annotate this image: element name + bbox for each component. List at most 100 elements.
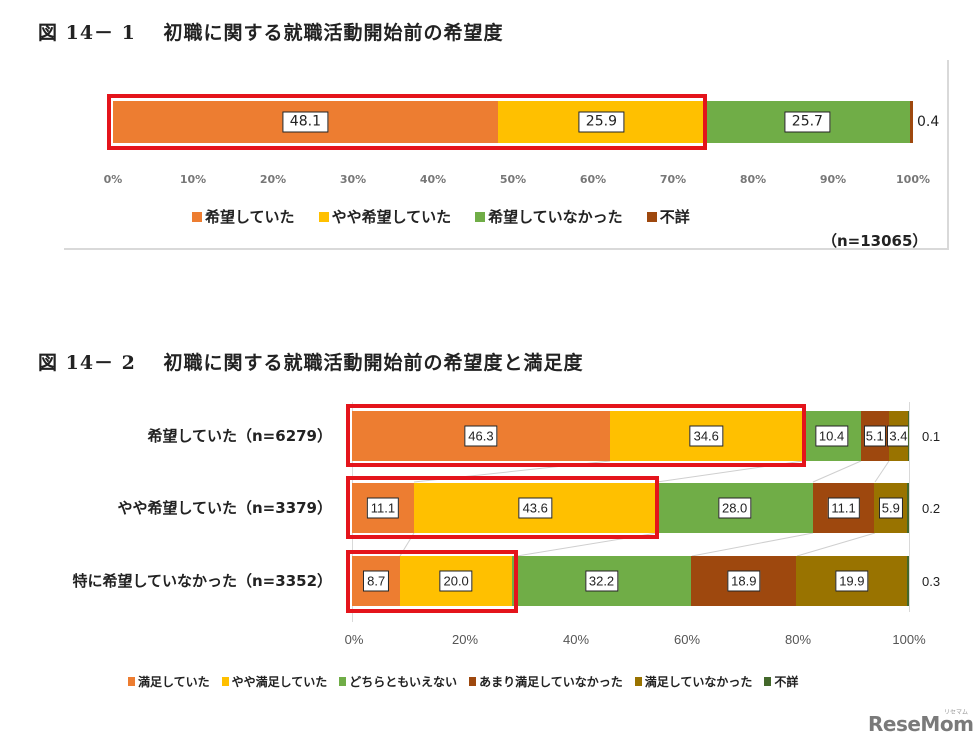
segment-somewhat-satisfied: 43.6 [413, 483, 657, 533]
data-label: 48.1 [282, 111, 328, 133]
figure1-legend: 希望していた やや希望していた 希望していなかった 不詳 [192, 206, 690, 227]
data-label: 25.7 [784, 111, 830, 133]
tick-label: 90% [819, 173, 847, 186]
axis-line-100 [909, 402, 910, 612]
data-label: 32.2 [584, 570, 619, 592]
tick-label: 20% [259, 173, 287, 186]
data-label: 5.9 [878, 497, 903, 519]
legend-item: 不詳 [646, 206, 690, 227]
tick-label: 0% [344, 632, 364, 647]
legend-item: 満足していなかった [634, 673, 753, 690]
tick-label: 20% [451, 632, 479, 647]
legend-item: 希望していなかった [475, 206, 623, 227]
row-label: 希望していた（n=6279） [147, 427, 332, 445]
resemom-logo: ReseMom [868, 712, 974, 736]
legend-label: 満足していた [138, 675, 210, 689]
tick-label: 60% [579, 173, 607, 186]
row-label: 特に希望していなかった（n=3352） [72, 572, 332, 590]
figure2-bar-row3: 8.7 20.0 32.2 18.9 19.9 [352, 556, 909, 606]
data-label: 19.9 [835, 570, 869, 592]
segment-not-satisfied: 5.9 [874, 483, 908, 533]
segment-unknown [909, 101, 913, 143]
data-label: 8.7 [363, 570, 390, 592]
segment-unknown [907, 411, 909, 461]
figure2-title: 図 14－ 2 初職に関する就職活動開始前の希望度と満足度 [38, 352, 584, 374]
data-label: 43.6 [518, 497, 552, 519]
legend-swatch [128, 677, 135, 686]
legend-item: 希望していた [192, 206, 295, 227]
resemom-logo-subtitle: リセマム [944, 709, 969, 716]
tick-label: 0% [103, 173, 123, 186]
legend-label: 不詳 [659, 208, 690, 226]
segment-not-very-satisfied: 18.9 [691, 556, 797, 606]
data-label: 28.0 [717, 497, 752, 519]
segment-not-hoped: 25.7 [704, 101, 910, 143]
data-label: 18.9 [727, 570, 761, 592]
data-label: 11.1 [366, 497, 400, 519]
legend-label: 希望していなかった [488, 208, 623, 226]
segment-unknown [907, 483, 909, 533]
segment-satisfied: 46.3 [352, 411, 610, 461]
legend-swatch [469, 677, 477, 686]
legend-label: どちらともいえない [349, 675, 458, 689]
legend-label: あまり満足していなかった [479, 675, 623, 689]
tick-label: 60% [673, 632, 701, 647]
legend-label: 希望していた [205, 208, 295, 226]
data-label: 20.0 [439, 570, 473, 592]
figure1-sample-size: （n=13065） [822, 232, 928, 250]
legend-swatch [475, 211, 486, 222]
tick-label: 80% [739, 173, 767, 186]
legend-label: やや希望していた [331, 208, 452, 226]
legend-item: どちらともいえない [339, 673, 457, 690]
tick-label: 100% [896, 173, 930, 186]
figure1-bar: 48.1 25.9 25.7 [113, 101, 913, 143]
legend-item: あまり満足していなかった [469, 673, 623, 690]
legend-item: 不詳 [764, 673, 798, 690]
data-label: 46.3 [464, 425, 498, 447]
tick-label: 80% [784, 632, 812, 647]
data-label: 5.1 [863, 425, 886, 447]
segment-neutral: 28.0 [656, 483, 813, 533]
legend-label: やや満足していた [231, 675, 328, 689]
tick-label: 10% [179, 173, 207, 186]
data-label-unknown: 0.4 [917, 114, 940, 130]
figure2-legend: 満足していた やや満足していた どちらともいえない あまり満足していなかった 満… [128, 673, 798, 690]
figure2-bar-row1: 46.3 34.6 10.4 5.1 3.4 [352, 411, 910, 461]
figure1-panel [64, 60, 949, 250]
data-label: 10.4 [814, 425, 849, 447]
segment-not-satisfied: 3.4 [887, 411, 910, 461]
segment-hoped: 48.1 [113, 101, 498, 143]
segment-not-very-satisfied: 5.1 [860, 411, 889, 461]
tick-label: 100% [892, 632, 926, 647]
segment-satisfied: 8.7 [352, 556, 401, 606]
segment-somewhat-satisfied: 20.0 [400, 556, 512, 606]
data-label-unknown: 0.3 [922, 574, 941, 589]
segment-unknown [907, 556, 909, 606]
legend-swatch [339, 677, 347, 686]
data-label-unknown: 0.2 [922, 501, 941, 516]
tick-label: 40% [562, 632, 590, 647]
legend-swatch [192, 211, 202, 222]
data-label: 3.4 [887, 425, 910, 447]
segment-neutral: 10.4 [802, 411, 861, 461]
data-label-unknown: 0.1 [922, 429, 941, 444]
legend-swatch [634, 677, 642, 686]
data-label: 25.9 [578, 111, 624, 133]
legend-swatch [221, 677, 229, 686]
legend-label: 満足していなかった [644, 675, 753, 689]
legend-item: 満足していた [128, 673, 210, 690]
figure1-title: 図 14－ 1 初職に関する就職活動開始前の希望度 [38, 22, 504, 44]
data-label: 11.1 [827, 497, 860, 519]
tick-label: 40% [419, 173, 447, 186]
figure2-bar-row2: 11.1 43.6 28.0 11.1 5.9 [352, 483, 909, 533]
data-label: 34.6 [689, 425, 723, 447]
legend-swatch [318, 211, 329, 222]
row-label: やや希望していた（n=3379） [117, 499, 332, 517]
legend-swatch [764, 677, 772, 686]
legend-label: 不詳 [774, 675, 799, 689]
segment-not-satisfied: 19.9 [796, 556, 908, 606]
segment-not-very-satisfied: 11.1 [812, 483, 875, 533]
segment-somewhat-hoped: 25.9 [497, 101, 705, 143]
legend-swatch [646, 211, 657, 222]
